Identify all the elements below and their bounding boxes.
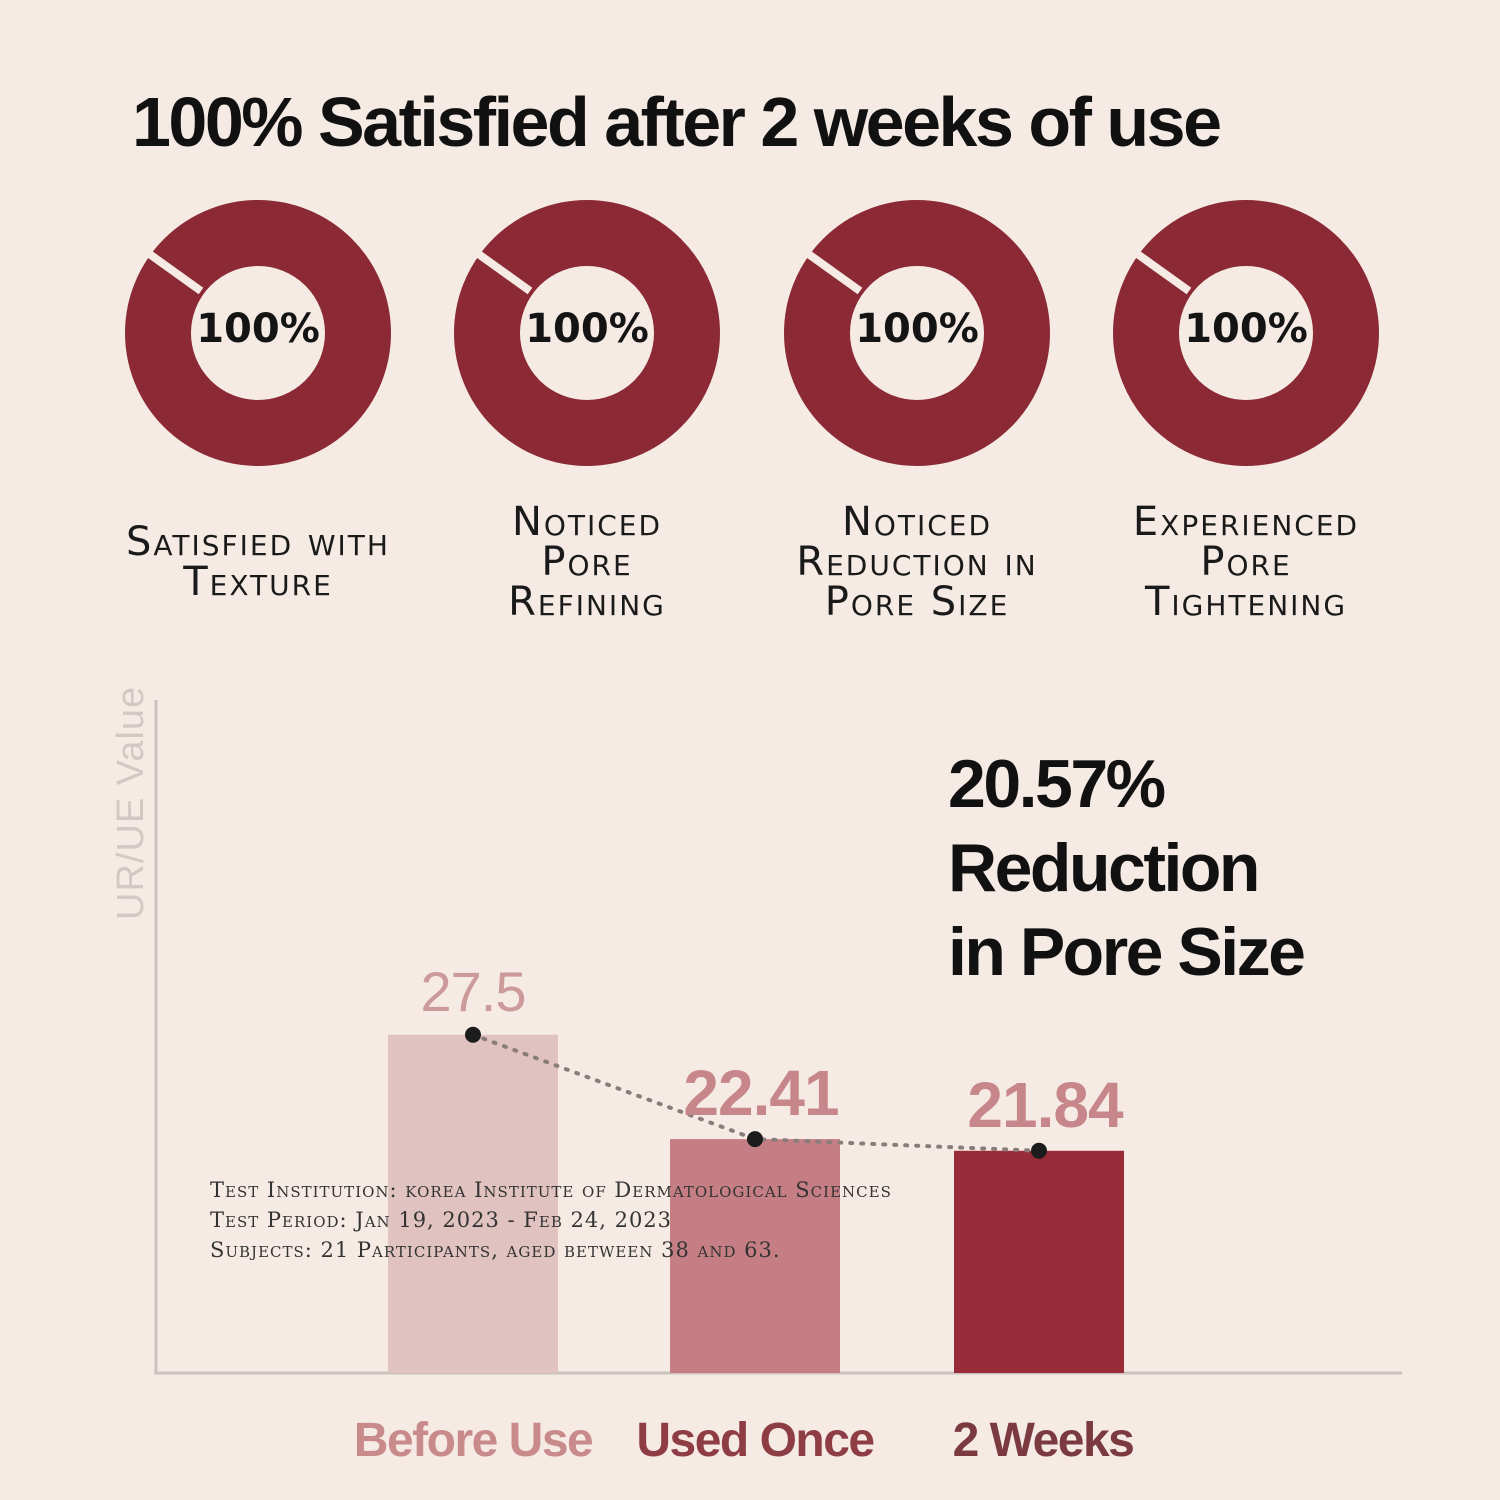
value-labels-group: 27.5 22.41 21.84 <box>421 960 1125 1141</box>
data-point <box>1031 1142 1047 1159</box>
donut-value: 100% <box>1184 306 1308 352</box>
donut-label-line: Tightening <box>1144 579 1348 625</box>
donut-label: Satisfied with Texture <box>98 522 418 602</box>
highlight-line: Reduction <box>948 830 1260 906</box>
bar-value-label: 27.5 <box>421 960 526 1023</box>
bar <box>954 1150 1124 1373</box>
donut-chart: 100% <box>1111 198 1381 468</box>
donut-label: Experienced Pore Tightening <box>1086 502 1406 622</box>
donut-ring <box>784 200 1050 466</box>
donut-value: 100% <box>525 306 649 352</box>
donut-label-line: Texture <box>183 559 333 605</box>
donut-label-line: Pore <box>541 539 633 585</box>
donut-chart: 100% <box>123 198 393 468</box>
study-footnote: Test Institution: korea Institute of Der… <box>210 1175 892 1265</box>
footnote-line: Subjects: 21 Participants, aged between … <box>210 1238 781 1262</box>
donut-label: Noticed Reduction in Pore Size <box>757 502 1077 622</box>
page-title: 100% Satisfied after 2 weeks of use <box>132 83 1222 161</box>
donut-ring <box>1113 200 1379 466</box>
category-label: Used Once <box>636 1414 874 1467</box>
bars-group <box>388 1034 1124 1373</box>
highlight-line: 20.57% <box>948 746 1166 822</box>
data-point <box>747 1131 763 1148</box>
donut-label-line: Experienced <box>1132 499 1360 545</box>
donut-label-line: Noticed <box>511 499 663 545</box>
donut-label-line: Refining <box>508 579 666 625</box>
bar-value-label: 22.41 <box>683 1057 838 1129</box>
points-group <box>465 1026 1047 1159</box>
donut-chart: 100% <box>782 198 1052 468</box>
footnote-line: Test Period: Jan 19, 2023 - Feb 24, 2023 <box>210 1208 673 1232</box>
donut-ring <box>454 200 720 466</box>
donut-label-line: Pore Size <box>824 579 1010 625</box>
category-labels-group: Before Use Used Once 2 Weeks <box>354 1414 1135 1467</box>
data-point <box>465 1026 481 1043</box>
highlight-stat: 20.57% Reduction in Pore Size <box>948 742 1306 994</box>
footnote-line: Test Institution: korea Institute of Der… <box>210 1178 892 1202</box>
donut-label: Noticed Pore Refining <box>427 502 747 622</box>
donut-value: 100% <box>196 306 320 352</box>
donut-label-line: Noticed <box>841 499 993 545</box>
category-label: Before Use <box>354 1414 593 1467</box>
bar <box>670 1139 840 1373</box>
donut-label-line: Satisfied with <box>126 519 390 565</box>
donut-label-line: Reduction in <box>796 539 1038 585</box>
donut-ring <box>125 200 391 466</box>
donut-chart: 100% <box>452 198 722 468</box>
bar <box>388 1034 558 1373</box>
highlight-line: in Pore Size <box>948 914 1306 990</box>
category-label: 2 Weeks <box>953 1414 1134 1467</box>
donut-value: 100% <box>855 306 979 352</box>
donut-label-line: Pore <box>1200 539 1292 585</box>
y-axis-label: UR/UE Value <box>110 685 152 920</box>
bar-value-label: 21.84 <box>967 1069 1124 1141</box>
